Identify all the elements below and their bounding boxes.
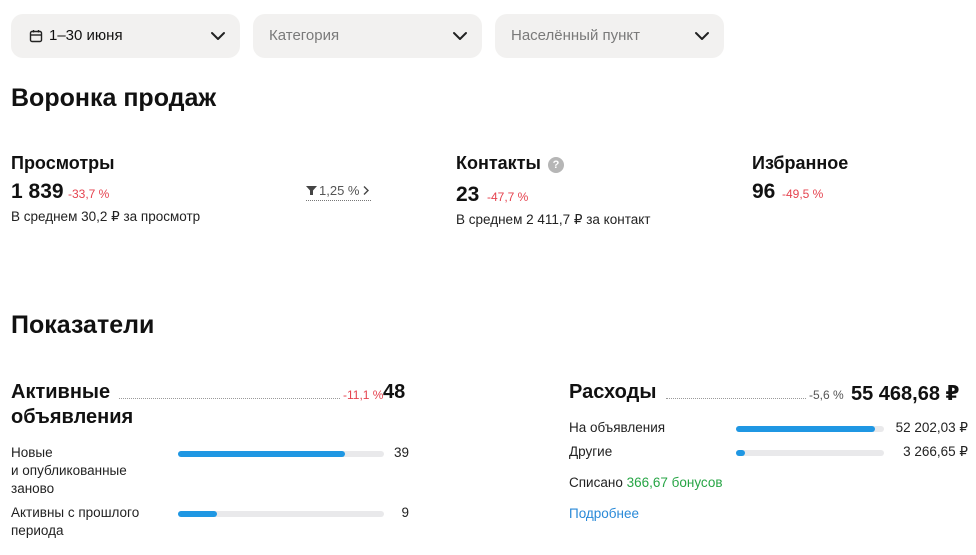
ads-expense-label: На объявления: [569, 420, 666, 435]
favorites-title: Избранное: [752, 153, 849, 173]
views-delta: -33,7 %: [68, 187, 110, 201]
location-select-placeholder: Населённый пункт: [511, 27, 641, 44]
written-off-text: Списано 366,67 бонусов: [569, 474, 723, 492]
dotted-leader: [666, 398, 806, 399]
new-ads-label-line: Новые: [11, 445, 53, 460]
new-ads-label-line: и опубликованные: [11, 463, 127, 478]
new-ads-bar: [178, 451, 384, 457]
new-ads-bar-fill: [178, 451, 345, 457]
other-expense-value: 3 266,65 ₽: [903, 444, 968, 459]
period-select-value: 1–30 июня: [49, 27, 123, 44]
written-off-prefix: Списано: [569, 475, 623, 490]
category-select-placeholder: Категория: [269, 27, 340, 44]
favorites-delta: -49,5 %: [782, 187, 824, 201]
contacts-delta: -47,7 %: [487, 190, 529, 204]
calendar-icon: [29, 30, 43, 43]
views-value: 1 839: [11, 180, 64, 203]
other-expense-bar-fill: [736, 450, 745, 456]
chevron-down-icon: [211, 32, 225, 40]
contacts-avg-cost: В среднем 2 411,7 ₽ за контакт: [456, 212, 651, 227]
active-ads-value: 48: [383, 381, 406, 403]
funnel-title: Воронка продаж: [11, 84, 217, 112]
funnel-icon: [306, 186, 317, 195]
period-select[interactable]: 1–30 июня: [11, 14, 240, 58]
location-select[interactable]: Населённый пункт: [495, 14, 724, 58]
ads-expense-value: 52 202,03 ₽: [895, 420, 968, 435]
prev-active-ads-label-line: Активны с прошлого: [11, 505, 140, 520]
expenses-delta: -5,6 %: [809, 388, 844, 402]
new-ads-value: 39: [393, 445, 409, 460]
category-select[interactable]: Категория: [253, 14, 482, 58]
dotted-leader: [119, 398, 340, 399]
active-ads-title-line2: объявления: [11, 406, 134, 428]
favorites-value: 96: [752, 180, 776, 203]
help-icon[interactable]: ?: [548, 157, 564, 173]
contacts-title: Контакты: [456, 153, 541, 173]
active-ads-title: Активные объявления: [11, 380, 133, 430]
chevron-down-icon: [695, 32, 709, 40]
contacts-value: 23: [456, 183, 480, 206]
indicators-title: Показатели: [11, 311, 155, 339]
bonus-amount: 366,67 бонусов: [626, 475, 723, 490]
more-details-link[interactable]: Подробнее: [569, 506, 640, 521]
chevron-right-icon: [363, 186, 370, 195]
expenses-value: 55 468,68 ₽: [851, 383, 960, 405]
conversion-rate: 1,25 %: [319, 183, 360, 198]
new-ads-label: Новые и опубликованные заново: [11, 444, 127, 498]
prev-active-ads-bar: [178, 511, 384, 517]
chevron-down-icon: [453, 32, 467, 40]
prev-active-ads-label-line: периода: [11, 523, 64, 538]
other-expense-bar: [736, 450, 884, 456]
prev-active-ads-bar-fill: [178, 511, 218, 517]
active-ads-delta: -11,1 %: [343, 388, 384, 402]
prev-active-ads-value: 9: [401, 505, 409, 520]
active-ads-title-line1: Активные: [11, 381, 111, 403]
prev-active-ads-label: Активны с прошлого периода: [11, 504, 139, 540]
new-ads-label-line: заново: [11, 481, 55, 496]
views-avg-cost: В среднем 30,2 ₽ за просмотр: [11, 209, 201, 224]
ads-expense-bar-fill: [736, 426, 876, 432]
conversion-link[interactable]: 1,25 %: [306, 183, 372, 201]
ads-expense-bar: [736, 426, 884, 432]
views-title: Просмотры: [11, 153, 115, 173]
other-expense-label: Другие: [569, 444, 613, 459]
expenses-title: Расходы: [569, 381, 657, 403]
